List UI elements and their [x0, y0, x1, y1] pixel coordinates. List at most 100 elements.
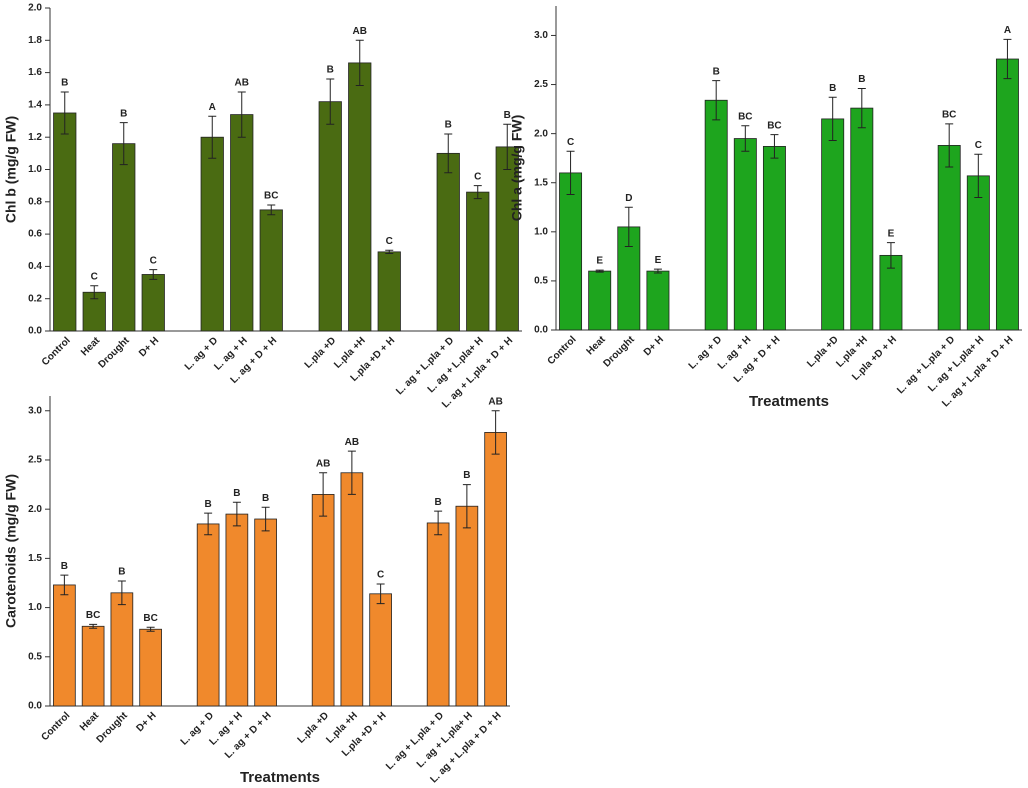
significance-letter: AB	[488, 396, 502, 407]
significance-letter: AB	[235, 78, 249, 89]
significance-letter: E	[655, 255, 662, 266]
bar	[436, 152, 460, 332]
significance-letter: B	[445, 120, 452, 131]
error-bar	[60, 574, 69, 596]
significance-letter: C	[386, 236, 393, 247]
y-axis-title: Chl a (mg/g FW)	[509, 115, 525, 222]
error-bar	[566, 150, 575, 196]
bar	[646, 270, 670, 331]
x-tick-label-group: Drought	[602, 334, 638, 370]
significance-letter: B	[233, 488, 240, 499]
x-axis-title: Treatments	[749, 393, 829, 410]
error-bar	[945, 123, 954, 168]
bar	[311, 494, 335, 707]
error-bar	[974, 153, 983, 198]
significance-letter: E	[888, 228, 895, 239]
y-axis-title: Chl b (mg/g FW)	[3, 116, 19, 223]
x-tick-label-group: L.pla +D	[805, 334, 840, 369]
x-tick-label: D+ H	[137, 335, 161, 359]
bar	[966, 175, 990, 331]
significance-letter: BC	[767, 120, 781, 131]
y-tick-label: 0.8	[28, 196, 42, 207]
bar	[704, 99, 728, 331]
error-bar	[267, 204, 276, 216]
error-bar	[204, 512, 213, 536]
x-tick-label-group: Control	[39, 710, 72, 743]
bar	[484, 432, 507, 707]
y-tick-label: 1.0	[28, 602, 42, 613]
significance-letter: C	[474, 171, 481, 182]
bar	[259, 209, 283, 332]
bar	[318, 101, 342, 332]
y-tick-label: 1.5	[534, 177, 548, 188]
error-bar	[624, 206, 633, 248]
error-bar	[117, 580, 126, 606]
significance-letter: C	[377, 570, 384, 581]
error-bar	[886, 242, 895, 269]
x-tick-label-group: Heat	[78, 710, 102, 734]
bar	[455, 505, 479, 707]
significance-letter: A	[1004, 25, 1011, 36]
bar	[112, 143, 136, 332]
significance-letter: B	[262, 493, 269, 504]
x-tick-label-group: Control	[40, 335, 73, 368]
error-bar	[857, 87, 866, 129]
y-tick-label: 0.0	[28, 701, 42, 712]
significance-letter: E	[596, 256, 603, 267]
error-bar	[90, 285, 99, 300]
x-tick-label-group: L.pla +D	[303, 335, 338, 370]
error-bar	[1003, 38, 1012, 80]
bar	[588, 270, 612, 331]
significance-letter: BC	[942, 109, 956, 120]
y-tick-label: 2.0	[28, 3, 42, 14]
significance-letter: BC	[264, 191, 278, 202]
error-bar	[595, 269, 604, 273]
bar	[937, 145, 961, 331]
x-tick-label-group: Control	[546, 334, 579, 367]
bar	[230, 114, 254, 332]
bar	[559, 172, 583, 331]
y-tick-label: 0.5	[28, 651, 42, 662]
error-bar	[444, 133, 453, 174]
bar	[369, 593, 392, 707]
bar	[340, 472, 364, 707]
y-tick-label: 2.5	[534, 79, 548, 90]
error-bar	[473, 185, 482, 200]
bar	[426, 522, 450, 707]
error-bar	[89, 623, 98, 629]
y-tick-label: 3.0	[28, 405, 42, 416]
error-bar	[770, 134, 779, 159]
bar	[141, 274, 165, 332]
x-tick-label: L.pla +D	[805, 334, 840, 369]
significance-letter: B	[120, 108, 127, 119]
significance-letter: B	[327, 65, 334, 76]
x-tick-label: Drought	[95, 710, 131, 746]
y-tick-label: 0.4	[28, 261, 42, 272]
significance-letter: D	[625, 193, 632, 204]
y-tick-label: 0.5	[534, 276, 548, 287]
significance-letter: A	[209, 102, 216, 113]
bar	[53, 112, 77, 332]
bar	[733, 138, 757, 331]
significance-letter: B	[435, 497, 442, 508]
bar	[377, 251, 401, 332]
x-tick-label: Control	[40, 335, 73, 368]
error-bar	[119, 122, 128, 166]
x-tick-label: Heat	[79, 335, 103, 359]
y-tick-label: 1.5	[28, 553, 42, 564]
bar	[53, 584, 76, 707]
x-tick-label: Heat	[78, 710, 102, 734]
significance-letter: BC	[143, 613, 157, 624]
significance-letter: B	[61, 561, 68, 572]
significance-letter: B	[205, 499, 212, 510]
error-bar	[385, 249, 394, 254]
error-bar	[376, 583, 385, 605]
significance-letter: C	[91, 271, 98, 282]
bar	[254, 518, 277, 707]
bar	[762, 145, 786, 331]
significance-letter: BC	[738, 111, 752, 122]
error-bar	[355, 39, 364, 87]
y-axis-title: Carotenoids (mg/g FW)	[3, 474, 19, 628]
significance-letter: C	[975, 140, 982, 151]
